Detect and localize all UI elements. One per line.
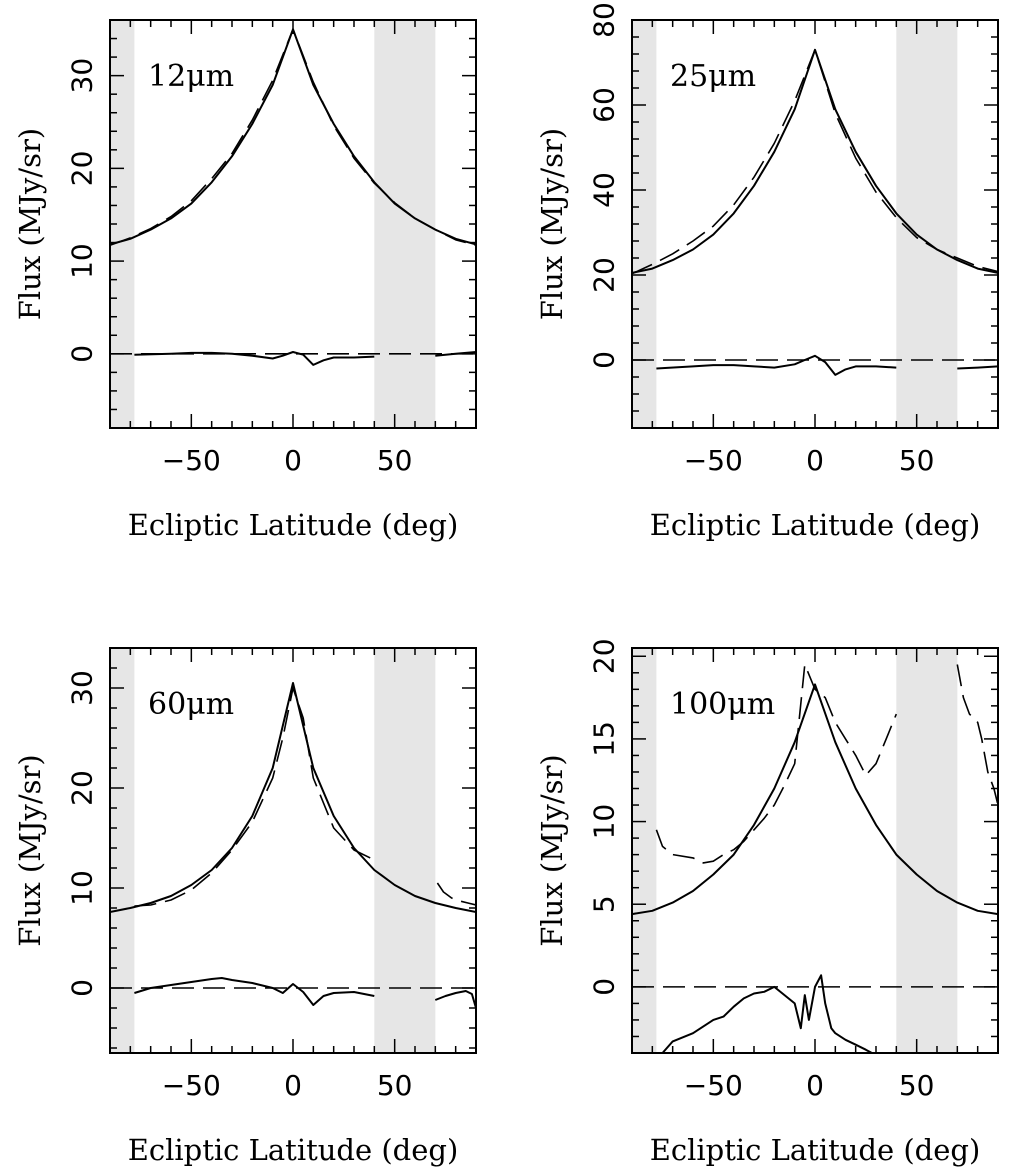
panel-3-ytick-label: 30 [66, 670, 99, 706]
panel-3-series-3-dashed [436, 882, 476, 906]
panel-2-xtick-label: −50 [684, 444, 743, 477]
panel-1-ytick-label: 20 [66, 151, 99, 187]
panel-1-xtick-label: 0 [284, 444, 302, 477]
panel-4: −50 0 50 0 5 10 15 20 Ecliptic Latitude (deg) Flu… [535, 638, 999, 1167]
panel-2-series-2-dashed [632, 49, 998, 275]
panel-4-xtick-label: 50 [899, 1069, 935, 1102]
panel-4-ytick-label: 5 [588, 895, 621, 913]
panel-1-x-axis-label: Ecliptic Latitude (deg) [128, 508, 459, 542]
panel-4-shaded-region-2 [896, 648, 958, 1053]
panel-4-series-1-solid [632, 683, 998, 916]
panel-1-xtick-label: −50 [162, 444, 221, 477]
panel-2-wavelength-label: 25μm [670, 59, 756, 94]
panel-1-series-3-solid [134, 351, 375, 366]
panel-1-ytick-label: 10 [66, 243, 99, 279]
panel-2-x-axis-label: Ecliptic Latitude (deg) [650, 508, 981, 542]
panel-2-ytick-label: 20 [588, 257, 621, 293]
panel-4-series-4-solid [661, 974, 873, 1053]
panel-3-series-1-solid [110, 682, 476, 913]
panel-4-ytick-label: 20 [588, 638, 621, 674]
panel-1-series-4-solid [435, 351, 476, 357]
panel-3: −50 0 50 0 10 20 30 Ecliptic Latitude (deg) Flux… [13, 647, 477, 1167]
panel-1-ytick-label: 30 [66, 58, 99, 94]
panel-4-ytick-label: 15 [588, 721, 621, 757]
panel-3-shaded-region-2 [374, 648, 436, 1053]
panel-3-ytick-label: 0 [66, 979, 99, 997]
panel-3-xtick-label: 0 [284, 1069, 302, 1102]
panel-2-xtick-label: 50 [899, 444, 935, 477]
panel-4-y-axis-label: Flux (MJy/sr) [535, 754, 569, 947]
panel-3-xtick-label: 50 [377, 1069, 413, 1102]
panel-3-ytick-label: 10 [66, 870, 99, 906]
panel-2-ytick-label: 0 [588, 351, 621, 369]
panel-4-series-3-dashed [956, 664, 998, 806]
panel-1-xtick-label: 50 [377, 444, 413, 477]
panel-3-shaded-region-1 [110, 648, 135, 1053]
panel-2-ytick-label: 80 [588, 2, 621, 38]
panel-4-wavelength-label: 100μm [670, 687, 775, 722]
panel-1: −50 0 50 0 10 20 30 Ecliptic Latitude (deg) Flux… [13, 19, 477, 542]
panel-1-ytick-label: 0 [66, 345, 99, 363]
panel-2-xtick-label: 0 [806, 444, 824, 477]
panel-2-ytick-label: 40 [588, 172, 621, 208]
panel-3-series-2-dashed [134, 687, 371, 907]
panel-1-y-axis-label: Flux (MJy/sr) [13, 128, 47, 321]
panel-2-ytick-label: 60 [588, 87, 621, 123]
panel-3-wavelength-label: 60μm [148, 687, 234, 722]
panel-4-ytick-label: 0 [588, 978, 621, 996]
panel-3-y-axis-label: Flux (MJy/sr) [13, 754, 47, 947]
panel-3-x-axis-label: Ecliptic Latitude (deg) [128, 1133, 459, 1167]
panel-2-series-3-solid [656, 354, 897, 376]
panel-4-x-axis-label: Ecliptic Latitude (deg) [650, 1133, 981, 1167]
panel-4-shaded-region-1 [632, 648, 657, 1053]
panel-4-series-2-dashed [655, 663, 898, 864]
panel-2: −50 0 50 0 20 40 60 80 Ecliptic Latitude (deg) Fl… [535, 2, 999, 542]
panel-2-y-axis-label: Flux (MJy/sr) [535, 128, 569, 321]
panel-3-series-4-solid [134, 977, 375, 1006]
panel-3-series-5-solid [434, 990, 476, 1009]
panel-4-xtick-label: −50 [684, 1069, 743, 1102]
panel-4-ytick-label: 10 [588, 804, 621, 840]
panel-2-series-4-solid [957, 365, 998, 370]
panel-4-xtick-label: 0 [806, 1069, 824, 1102]
panel-3-xtick-label: −50 [162, 1069, 221, 1102]
panel-1-wavelength-label: 12μm [148, 59, 234, 94]
panel-3-ytick-label: 20 [66, 770, 99, 806]
